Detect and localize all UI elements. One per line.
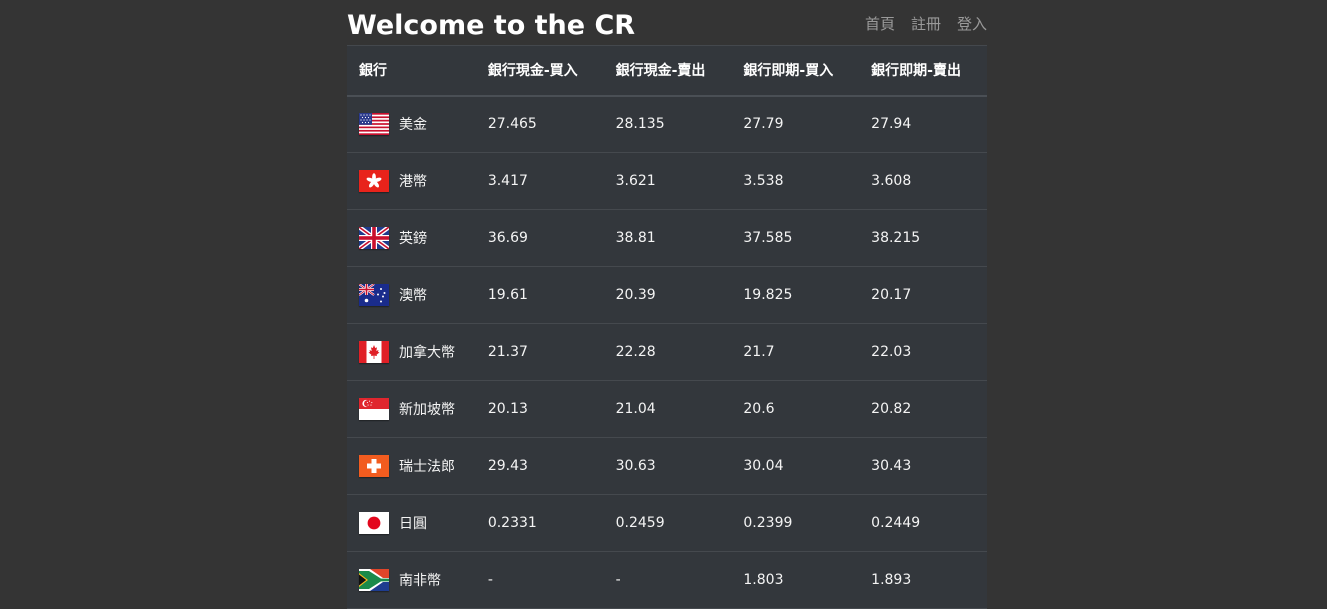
- currency-cell: 南非幣: [347, 552, 476, 609]
- spot-buy-cell: 19.825: [743, 287, 793, 303]
- spot-buy-cell: 27.79: [743, 116, 784, 133]
- cash-buy-cell: 3.417: [487, 173, 528, 189]
- exchange-rate-table: 銀行 銀行現金-買入 銀行現金-賣出 銀行即期-買入 銀行即期-賣出 美金 27.…: [347, 45, 987, 609]
- table-row: 美金 27.465 28.135 27.79 27.94: [347, 96, 987, 153]
- currency-label-group: 美金: [359, 113, 476, 136]
- currency-label-group: 澳幣: [359, 284, 476, 306]
- currency-name: 日圓: [399, 516, 427, 532]
- spot-sell-cell: 20.17: [871, 287, 912, 303]
- spot-sell-cell: 1.893: [871, 572, 912, 588]
- currency-name: 瑞士法郎: [399, 459, 455, 475]
- au-flag-icon: [359, 284, 389, 306]
- spot-sell-cell: 27.94: [871, 116, 912, 133]
- top-nav: 首頁 註冊 登入: [865, 13, 987, 34]
- uk-flag-icon: [359, 227, 389, 249]
- spot-sell-cell: 30.43: [871, 458, 912, 474]
- cash-buy-cell: -: [487, 572, 493, 588]
- table-row: 英鎊 36.69 38.81 37.585 38.215: [347, 210, 987, 267]
- spot-sell-cell: 3.608: [871, 173, 912, 189]
- page-container: Welcome to the CR 首頁 註冊 登入 銀行 銀行現金-買入 銀行…: [347, 0, 987, 609]
- currency-name: 澳幣: [399, 288, 427, 304]
- spot-buy-cell: 30.04: [743, 458, 784, 474]
- cash-buy-cell: 36.69: [487, 230, 528, 246]
- currency-name: 港幣: [399, 174, 427, 190]
- currency-label-group: 日圓: [359, 512, 476, 534]
- us-flag-icon: [359, 113, 389, 136]
- cash-buy-cell: 21.37: [487, 344, 528, 360]
- currency-cell: 港幣: [347, 153, 476, 210]
- top-bar: Welcome to the CR 首頁 註冊 登入: [347, 0, 987, 45]
- currency-name: 新加坡幣: [399, 402, 455, 418]
- currency-name: 美金: [399, 117, 427, 134]
- cash-sell-cell: 28.135: [615, 116, 665, 133]
- site-title: Welcome to the CR: [347, 10, 636, 41]
- currency-cell: 加拿大幣: [347, 324, 476, 381]
- currency-label-group: 港幣: [359, 170, 476, 192]
- column-header-cash-sell: 銀行現金-賣出: [615, 63, 706, 80]
- currency-label-group: 英鎊: [359, 227, 476, 249]
- column-header-cash-buy: 銀行現金-買入: [487, 63, 578, 80]
- nav-home-link[interactable]: 首頁: [864, 15, 895, 33]
- spot-buy-cell: 21.7: [743, 344, 775, 360]
- currency-label-group: 加拿大幣: [359, 341, 476, 363]
- currency-cell: 英鎊: [347, 210, 476, 267]
- table-row: 加拿大幣 21.37 22.28 21.7 22.03: [347, 324, 987, 381]
- currency-cell: 新加坡幣: [347, 381, 476, 438]
- spot-buy-cell: 0.2399: [743, 515, 793, 531]
- spot-sell-cell: 20.82: [871, 401, 912, 417]
- hk-flag-icon: [359, 170, 389, 192]
- currency-name: 南非幣: [399, 573, 441, 589]
- cash-buy-cell: 29.43: [487, 458, 528, 474]
- table-row: 日圓 0.2331 0.2459 0.2399 0.2449: [347, 495, 987, 552]
- table-row: 新加坡幣 20.13 21.04 20.6 20.82: [347, 381, 987, 438]
- nav-register-link[interactable]: 註冊: [910, 15, 941, 33]
- currency-name: 加拿大幣: [399, 345, 455, 361]
- sg-flag-icon: [359, 398, 389, 420]
- cash-sell-cell: 20.39: [615, 287, 656, 303]
- spot-sell-cell: 38.215: [871, 230, 921, 246]
- currency-cell: 澳幣: [347, 267, 476, 324]
- cash-sell-cell: 3.621: [615, 173, 656, 189]
- cash-sell-cell: 0.2459: [615, 515, 665, 531]
- spot-buy-cell: 20.6: [743, 401, 775, 417]
- cash-buy-cell: 0.2331: [487, 515, 537, 531]
- table-row: 澳幣 19.61 20.39 19.825 20.17: [347, 267, 987, 324]
- header-row: 銀行 銀行現金-買入 銀行現金-賣出 銀行即期-買入 銀行即期-賣出: [347, 45, 987, 96]
- ca-flag-icon: [359, 341, 389, 363]
- nav-login-link[interactable]: 登入: [956, 15, 987, 33]
- currency-label-group: 新加坡幣: [359, 398, 476, 420]
- cash-sell-cell: 30.63: [615, 458, 656, 474]
- table-body: 美金 27.465 28.135 27.79 27.94 港幣 3.417 3.621 3.53…: [347, 96, 987, 609]
- spot-buy-cell: 3.538: [743, 173, 784, 189]
- currency-cell: 美金: [347, 96, 476, 153]
- spot-sell-cell: 0.2449: [871, 515, 921, 531]
- cash-sell-cell: 38.81: [615, 230, 656, 246]
- currency-name: 英鎊: [399, 231, 427, 247]
- spot-buy-cell: 1.803: [743, 572, 784, 588]
- table-row: 港幣 3.417 3.621 3.538 3.608: [347, 153, 987, 210]
- table-header: 銀行 銀行現金-買入 銀行現金-賣出 銀行即期-買入 銀行即期-賣出: [347, 45, 987, 96]
- cash-buy-cell: 20.13: [487, 401, 528, 417]
- table-row: 南非幣 - - 1.803 1.893: [347, 552, 987, 609]
- currency-cell: 日圓: [347, 495, 476, 552]
- table-row: 瑞士法郎 29.43 30.63 30.04 30.43: [347, 438, 987, 495]
- spot-sell-cell: 22.03: [871, 344, 912, 360]
- column-header-spot-sell: 銀行即期-賣出: [871, 63, 961, 80]
- cash-sell-cell: -: [615, 572, 621, 588]
- cash-sell-cell: 21.04: [615, 401, 656, 417]
- za-flag-icon: [359, 569, 389, 591]
- currency-cell: 瑞士法郎: [347, 438, 476, 495]
- cash-buy-cell: 19.61: [487, 287, 528, 303]
- cash-sell-cell: 22.28: [615, 344, 656, 360]
- cash-buy-cell: 27.465: [487, 116, 537, 133]
- spot-buy-cell: 37.585: [743, 230, 793, 246]
- ch-flag-icon: [359, 455, 389, 477]
- column-header-currency: 銀行: [359, 63, 387, 80]
- jp-flag-icon: [359, 512, 389, 534]
- column-header-spot-buy: 銀行即期-買入: [743, 63, 834, 80]
- currency-label-group: 南非幣: [359, 569, 476, 591]
- currency-label-group: 瑞士法郎: [359, 455, 476, 477]
